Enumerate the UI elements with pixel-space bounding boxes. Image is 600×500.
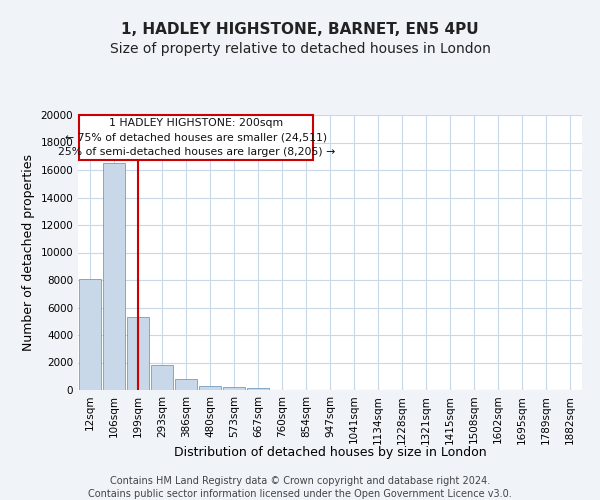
- Bar: [103, 163, 125, 390]
- Text: Contains HM Land Registry data © Crown copyright and database right 2024.: Contains HM Land Registry data © Crown c…: [110, 476, 490, 486]
- X-axis label: Distribution of detached houses by size in London: Distribution of detached houses by size …: [173, 446, 487, 460]
- Bar: [175, 379, 197, 390]
- Text: Size of property relative to detached houses in London: Size of property relative to detached ho…: [110, 42, 490, 56]
- Text: 1, HADLEY HIGHSTONE, BARNET, EN5 4PU: 1, HADLEY HIGHSTONE, BARNET, EN5 4PU: [121, 22, 479, 38]
- Y-axis label: Number of detached properties: Number of detached properties: [22, 154, 35, 351]
- Text: Contains public sector information licensed under the Open Government Licence v3: Contains public sector information licen…: [88, 489, 512, 499]
- Bar: [79, 278, 101, 390]
- Text: 1 HADLEY HIGHSTONE: 200sqm
← 75% of detached houses are smaller (24,511)
25% of : 1 HADLEY HIGHSTONE: 200sqm ← 75% of deta…: [58, 118, 335, 158]
- Bar: [151, 365, 173, 390]
- Bar: [223, 387, 245, 390]
- Bar: [127, 317, 149, 390]
- FancyBboxPatch shape: [79, 115, 313, 160]
- Bar: [199, 386, 221, 390]
- Bar: [247, 388, 269, 390]
